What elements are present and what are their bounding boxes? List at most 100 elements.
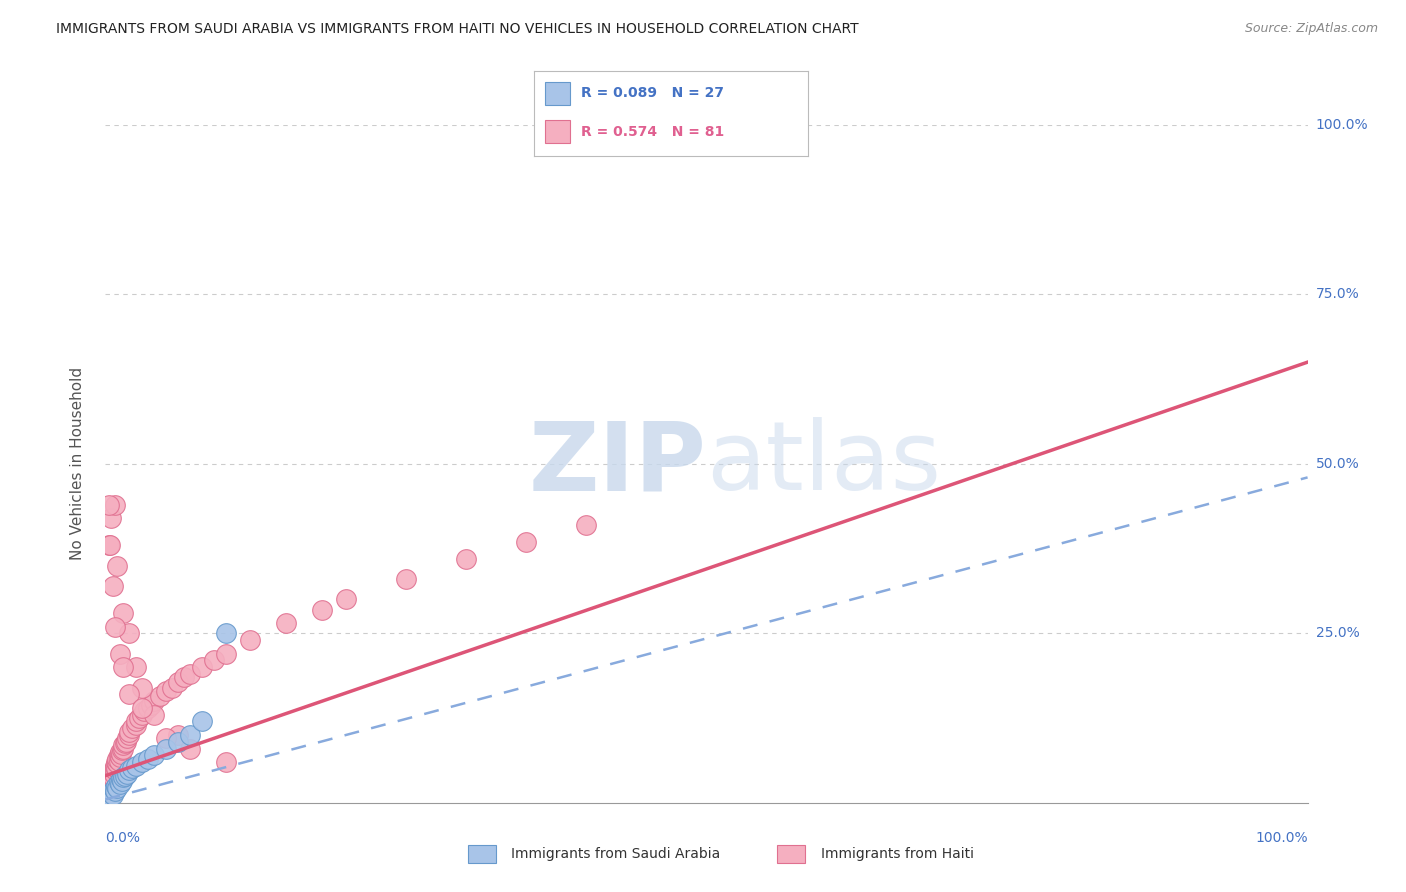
Point [104, 764, 127, 778]
Point [128, 711, 150, 725]
Text: R = 0.089   N = 27: R = 0.089 N = 27 [581, 87, 724, 101]
Point [121, 760, 143, 774]
Point [136, 752, 159, 766]
Point [166, 728, 188, 742]
Point [108, 749, 131, 764]
Point [190, 660, 212, 674]
Point [395, 572, 418, 586]
Point [112, 741, 135, 756]
Point [131, 755, 153, 769]
Point [98, 775, 121, 789]
Point [155, 684, 177, 698]
Point [104, 758, 127, 772]
Point [104, 498, 127, 512]
Point [100, 511, 122, 525]
Point [98, 783, 121, 797]
Point [103, 782, 125, 797]
Text: 50.0%: 50.0% [1316, 457, 1360, 471]
Point [121, 721, 143, 735]
Point [107, 754, 129, 768]
Point [107, 756, 129, 771]
Point [107, 558, 129, 573]
Point [239, 633, 262, 648]
Point [118, 687, 141, 701]
Point [118, 764, 141, 778]
Point [124, 758, 146, 772]
Point [155, 741, 177, 756]
Point [112, 770, 135, 784]
Point [214, 626, 236, 640]
Point [98, 790, 121, 805]
Bar [778, 845, 806, 863]
Point [97, 792, 120, 806]
Point [101, 765, 124, 780]
Point [202, 653, 225, 667]
Text: Immigrants from Haiti: Immigrants from Haiti [821, 847, 973, 861]
Point [166, 735, 188, 749]
Point [103, 762, 125, 776]
Point [179, 728, 201, 742]
Point [98, 788, 121, 802]
Point [112, 660, 135, 674]
Point [107, 752, 129, 766]
Text: Immigrants from Saudi Arabia: Immigrants from Saudi Arabia [512, 847, 720, 861]
Point [118, 626, 141, 640]
Text: 25.0%: 25.0% [1316, 626, 1360, 640]
Point [105, 755, 128, 769]
Point [115, 731, 138, 746]
Point [124, 660, 146, 674]
Point [179, 667, 201, 681]
Point [97, 790, 120, 805]
Y-axis label: No Vehicles in Household: No Vehicles in Household [70, 368, 84, 560]
Point [114, 736, 136, 750]
Point [107, 775, 129, 789]
Point [103, 767, 125, 781]
Point [96, 792, 118, 806]
Point [115, 767, 138, 781]
Text: ZIP: ZIP [529, 417, 707, 510]
Point [98, 538, 121, 552]
Point [136, 701, 159, 715]
Text: 75.0%: 75.0% [1316, 287, 1360, 301]
Point [100, 786, 122, 800]
Point [160, 681, 183, 695]
Point [105, 760, 128, 774]
Point [124, 714, 146, 729]
Point [131, 701, 153, 715]
Point [107, 780, 129, 795]
Point [100, 772, 122, 786]
Point [131, 707, 153, 722]
Point [179, 741, 201, 756]
Point [166, 675, 188, 690]
Point [131, 681, 153, 695]
Point [108, 647, 131, 661]
Point [107, 748, 129, 763]
Point [173, 670, 195, 684]
Point [104, 619, 127, 633]
Text: atlas: atlas [707, 417, 942, 510]
Text: Source: ZipAtlas.com: Source: ZipAtlas.com [1244, 22, 1378, 36]
Point [110, 747, 132, 761]
Point [105, 779, 128, 793]
Point [139, 698, 162, 712]
Point [97, 786, 120, 800]
Point [101, 579, 124, 593]
Text: 0.0%: 0.0% [105, 830, 141, 845]
Bar [546, 120, 569, 144]
Point [100, 769, 122, 783]
Point [98, 789, 121, 803]
Point [142, 707, 165, 722]
Point [515, 534, 537, 549]
Point [101, 788, 124, 802]
Point [115, 735, 138, 749]
Point [98, 779, 121, 793]
Point [100, 780, 122, 795]
Point [118, 728, 141, 742]
Point [142, 694, 165, 708]
Point [110, 772, 132, 786]
Point [214, 755, 236, 769]
Point [454, 551, 477, 566]
Point [155, 731, 177, 746]
Text: R = 0.574   N = 81: R = 0.574 N = 81 [581, 125, 724, 138]
Point [111, 774, 134, 789]
